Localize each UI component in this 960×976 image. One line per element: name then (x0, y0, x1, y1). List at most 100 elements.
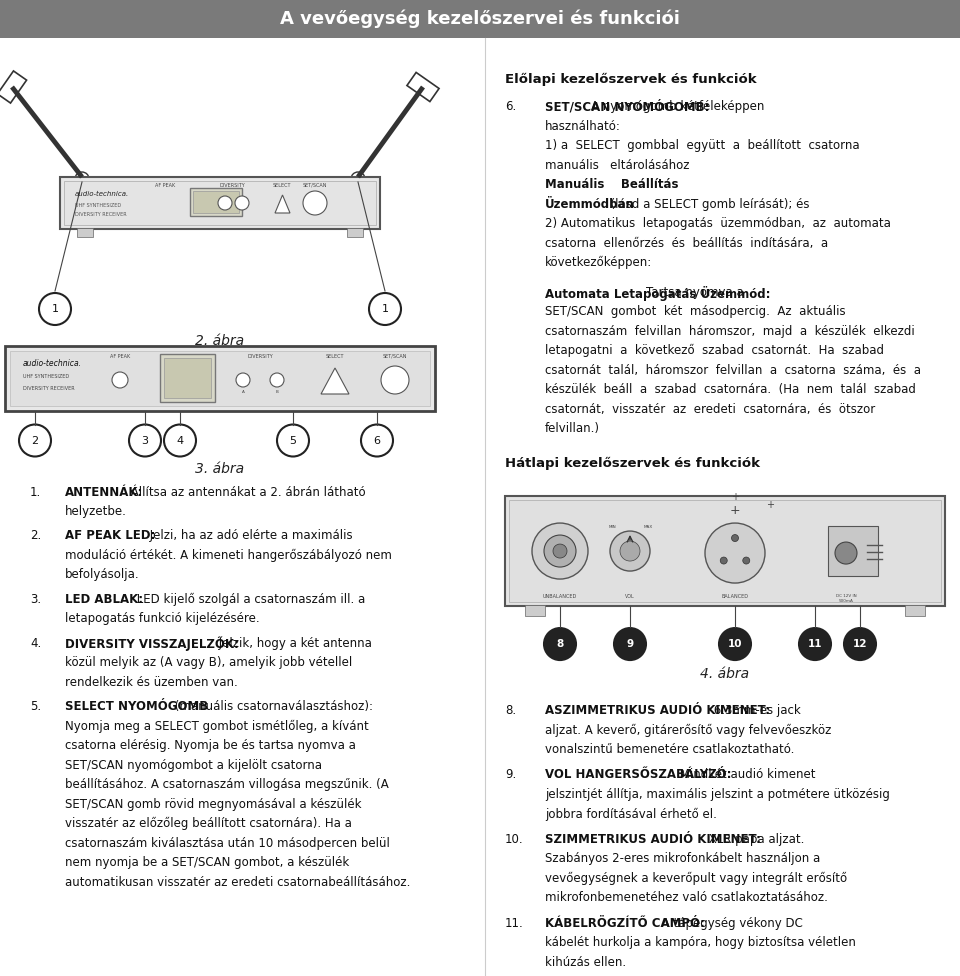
Circle shape (129, 425, 161, 457)
Text: Szabányos 2-eres mikrofonkábelt használjon a: Szabányos 2-eres mikrofonkábelt használj… (545, 852, 820, 866)
FancyBboxPatch shape (525, 605, 545, 616)
Text: SELECT NYOMÓGOMB: SELECT NYOMÓGOMB (65, 700, 208, 713)
Text: aljzat. A keverő, gitárerősítő vagy felvevőeszköz: aljzat. A keverő, gitárerősítő vagy felv… (545, 723, 831, 737)
Circle shape (361, 425, 393, 457)
Text: csatornát,  visszatér  az  eredeti  csatornára,  és  ötszor: csatornát, visszatér az eredeti csatorná… (545, 403, 876, 416)
FancyBboxPatch shape (64, 181, 376, 225)
Circle shape (112, 372, 128, 388)
Text: SET/SCAN: SET/SCAN (302, 183, 327, 187)
Text: SET/SCAN  gombot  két  másodpercig.  Az  aktuális: SET/SCAN gombot két másodpercig. Az aktu… (545, 305, 846, 318)
FancyBboxPatch shape (193, 191, 239, 213)
Text: befolyásolja.: befolyásolja. (65, 568, 139, 582)
Text: A: A (242, 390, 245, 394)
FancyBboxPatch shape (10, 350, 430, 405)
Text: MAX: MAX (643, 525, 653, 529)
Text: A nyomógomb kétféleképpen: A nyomógomb kétféleképpen (591, 101, 765, 113)
Circle shape (164, 425, 196, 457)
Text: SELECT: SELECT (273, 183, 291, 187)
Circle shape (544, 628, 576, 660)
Text: 10: 10 (728, 639, 742, 649)
Text: SZIMMETRIKUS AUDIÓ KIMENET:: SZIMMETRIKUS AUDIÓ KIMENET: (545, 833, 761, 846)
Text: 11: 11 (807, 639, 823, 649)
Text: 8: 8 (557, 639, 564, 649)
Polygon shape (0, 71, 27, 103)
Circle shape (351, 172, 365, 186)
Text: SET/SCAN nyomógombot a kijelölt csatorna: SET/SCAN nyomógombot a kijelölt csatorna (65, 758, 322, 771)
Text: 3.: 3. (30, 592, 41, 606)
Text: SET/SCAN NYOMÓGOMB:: SET/SCAN NYOMÓGOMB: (545, 101, 709, 114)
Circle shape (719, 628, 751, 660)
Text: VOL: VOL (625, 594, 635, 599)
Text: 3. ábra: 3. ábra (196, 462, 245, 475)
Text: 9: 9 (627, 639, 634, 649)
Text: felvillan.): felvillan.) (545, 423, 600, 435)
Text: DIVERSITY RECEIVER: DIVERSITY RECEIVER (23, 386, 75, 390)
Text: 2.: 2. (30, 529, 41, 543)
Text: közül melyik az (A vagy B), amelyik jobb vétellel: közül melyik az (A vagy B), amelyik jobb… (65, 656, 352, 670)
Text: nem nyomja be a SET/SCAN gombot, a készülék: nem nyomja be a SET/SCAN gombot, a készü… (65, 856, 349, 869)
Text: 4.: 4. (30, 636, 41, 650)
Circle shape (532, 523, 588, 579)
Text: 12: 12 (852, 639, 867, 649)
Text: (lásd a SELECT gomb leírását); és: (lásd a SELECT gomb leírását); és (603, 198, 809, 211)
Text: következőképpen:: következőképpen: (545, 257, 652, 269)
Text: Jelzi, ha az adó elérte a maximális: Jelzi, ha az adó elérte a maximális (146, 529, 352, 543)
Text: 2) Automatikus  letapogatás  üzemmódban,  az  automata: 2) Automatikus letapogatás üzemmódban, a… (545, 218, 891, 230)
Text: 9.: 9. (505, 768, 516, 782)
Text: MIN: MIN (609, 525, 615, 529)
Text: ANTENNÁK:: ANTENNÁK: (65, 485, 143, 499)
Polygon shape (275, 195, 290, 213)
Polygon shape (407, 72, 439, 102)
Text: 6.3mm-es jack: 6.3mm-es jack (710, 704, 802, 717)
Text: 2. ábra: 2. ábra (196, 334, 245, 348)
Text: 5.: 5. (30, 700, 41, 713)
Text: AF PEAK: AF PEAK (109, 353, 131, 358)
FancyBboxPatch shape (190, 188, 242, 216)
Text: használható:: használható: (545, 120, 621, 133)
Circle shape (620, 541, 640, 561)
Text: Üzemmódban: Üzemmódban (545, 198, 635, 211)
Text: Állítsa az antennákat a 2. ábrán látható: Állítsa az antennákat a 2. ábrán látható (127, 485, 366, 499)
FancyBboxPatch shape (77, 228, 93, 237)
Text: 4: 4 (177, 435, 183, 445)
Text: 8.: 8. (505, 704, 516, 717)
Text: vevőegységnek a keverőpult vagy integrált erősítő: vevőegységnek a keverőpult vagy integrál… (545, 872, 847, 885)
Text: manuális   eltárolásához: manuális eltárolásához (545, 159, 701, 172)
Text: letapogatás funkció kijelézésére.: letapogatás funkció kijelézésére. (65, 612, 259, 626)
Bar (0, 0, 960, 38)
Text: SET/SCAN: SET/SCAN (383, 353, 407, 358)
Circle shape (39, 293, 71, 325)
Text: 1) a  SELECT  gombbal  együtt  a  beállított  csatorna: 1) a SELECT gombbal együtt a beállított … (545, 140, 859, 152)
Circle shape (19, 425, 51, 457)
Text: UNBALANCED: UNBALANCED (542, 594, 577, 599)
Text: 6.: 6. (505, 101, 516, 113)
Text: rendelkezik és üzemben van.: rendelkezik és üzemben van. (65, 675, 238, 689)
Text: SET/SCAN gomb rövid megnyomásával a készülék: SET/SCAN gomb rövid megnyomásával a kész… (65, 797, 362, 810)
Circle shape (236, 373, 250, 387)
Text: LED ABLAK:: LED ABLAK: (65, 592, 143, 606)
FancyBboxPatch shape (164, 358, 211, 398)
Text: csatorna elérésig. Nyomja be és tartsa nyomva a: csatorna elérésig. Nyomja be és tartsa n… (65, 739, 356, 752)
Text: audio-technica.: audio-technica. (75, 191, 130, 197)
Text: BALANCED: BALANCED (722, 594, 749, 599)
FancyBboxPatch shape (505, 496, 945, 606)
Circle shape (732, 535, 738, 542)
Circle shape (235, 196, 249, 210)
Text: audio-technica.: audio-technica. (23, 358, 82, 368)
Text: AF PEAK: AF PEAK (155, 183, 175, 187)
FancyBboxPatch shape (509, 500, 941, 602)
Text: DIVERSITY RECEIVER: DIVERSITY RECEIVER (75, 212, 127, 217)
Text: 6: 6 (373, 435, 380, 445)
Circle shape (844, 628, 876, 660)
Circle shape (544, 535, 576, 567)
Circle shape (303, 191, 327, 215)
Text: vonalszintű bemenetére csatlakoztatható.: vonalszintű bemenetére csatlakoztatható. (545, 743, 794, 756)
Circle shape (369, 293, 401, 325)
Text: Jelzik, hogy a két antenna: Jelzik, hogy a két antenna (215, 636, 372, 650)
Text: AF PEAK LED:: AF PEAK LED: (65, 529, 156, 543)
Circle shape (835, 542, 857, 564)
Text: DC 12V IN
500mA: DC 12V IN 500mA (836, 594, 856, 602)
Text: helyzetbe.: helyzetbe. (65, 505, 127, 518)
Text: UHF SYNTHESIZED: UHF SYNTHESIZED (23, 374, 69, 379)
Text: csatorna  ellenőrzés  és  beállítás  indítására,  a: csatorna ellenőrzés és beállítás indítás… (545, 237, 828, 250)
